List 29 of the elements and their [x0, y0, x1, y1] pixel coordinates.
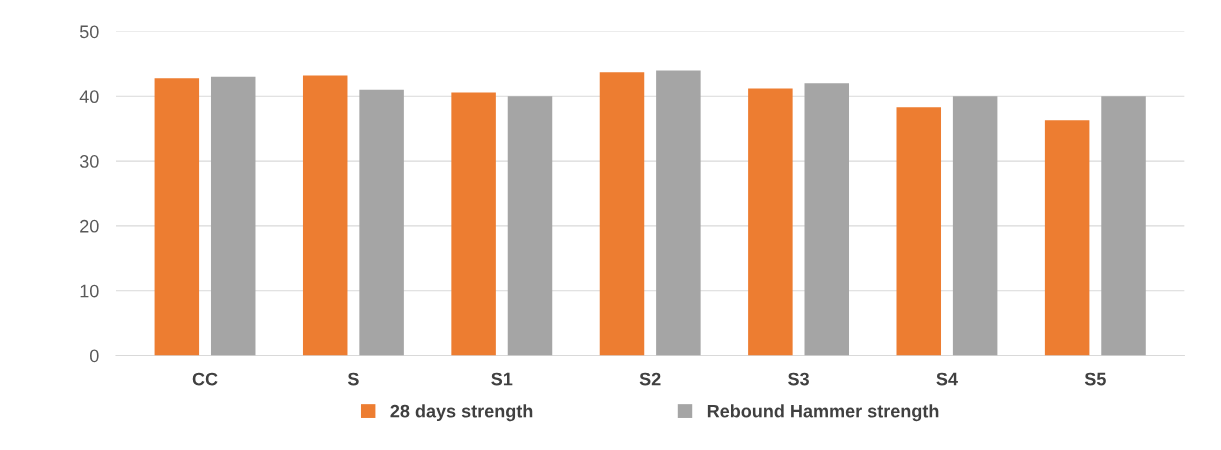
x-tick-label: S [347, 372, 359, 386]
bar [952, 96, 998, 356]
legend-label: 28 days strength [390, 404, 533, 422]
bar [656, 70, 701, 356]
bar [1101, 96, 1146, 356]
x-tick-label: S2 [639, 372, 661, 386]
bar [302, 75, 348, 356]
x-tick-label: S5 [1084, 372, 1106, 386]
y-tick-label: 20 [80, 219, 99, 233]
y-tick-label: 0 [89, 349, 99, 363]
bar [599, 72, 645, 356]
y-tick-label: 10 [80, 284, 99, 298]
bar [804, 83, 850, 356]
bar [154, 78, 200, 356]
bar [1044, 120, 1090, 356]
bar [359, 89, 404, 356]
y-tick-label: 30 [79, 155, 99, 168]
bar [748, 88, 793, 356]
legend-label: Rebound Hammer strength [707, 404, 939, 422]
bar [507, 96, 553, 356]
y-tick-label: 40 [79, 90, 99, 104]
y-tick-label: 50 [79, 25, 99, 39]
bar [210, 76, 256, 356]
x-tick-label: S1 [491, 372, 513, 386]
x-tick-label: S4 [936, 372, 958, 386]
bar [896, 107, 942, 356]
x-tick-label: S3 [788, 372, 809, 386]
x-tick-label: CC [192, 372, 218, 386]
bar [451, 92, 496, 356]
